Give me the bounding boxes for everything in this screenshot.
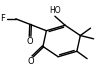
Text: O: O <box>27 57 34 66</box>
Text: F: F <box>1 14 5 23</box>
Text: O: O <box>26 37 33 46</box>
Text: HO: HO <box>49 6 61 15</box>
